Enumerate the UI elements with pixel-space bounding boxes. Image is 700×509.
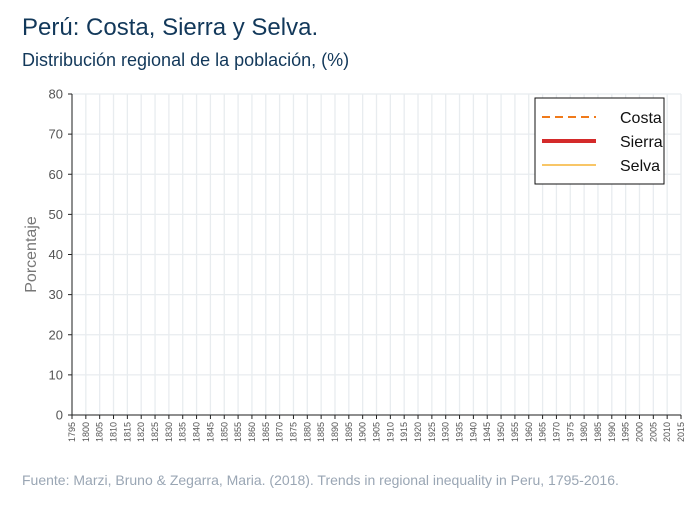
x-tick-label: 1895 xyxy=(344,422,354,442)
x-tick-label: 1970 xyxy=(551,422,561,442)
x-tick-label: 2015 xyxy=(676,422,686,442)
x-tick-label: 1930 xyxy=(441,422,451,442)
x-tick-label: 1950 xyxy=(496,422,506,442)
x-tick-label: 1820 xyxy=(136,422,146,442)
x-tick-label: 1975 xyxy=(565,422,575,442)
x-tick-label: 1795 xyxy=(67,422,77,442)
x-tick-label: 1850 xyxy=(219,422,229,442)
x-tick-label: 1800 xyxy=(81,422,91,442)
x-tick-label: 1860 xyxy=(247,422,257,442)
y-tick-label: 30 xyxy=(49,287,63,302)
x-tick-label: 1945 xyxy=(482,422,492,442)
x-tick-label: 1965 xyxy=(538,422,548,442)
x-tick-label: 1905 xyxy=(372,422,382,442)
x-tick-label: 1990 xyxy=(607,422,617,442)
x-tick-label: 2005 xyxy=(648,422,658,442)
y-tick-label: 40 xyxy=(49,247,63,262)
y-tick-label: 80 xyxy=(49,87,63,102)
chart-title: Perú: Costa, Sierra y Selva. xyxy=(22,14,319,41)
x-tick-label: 1995 xyxy=(621,422,631,442)
source-note: Fuente: Marzi, Bruno & Zegarra, Maria. (… xyxy=(22,472,619,488)
x-tick-label: 1890 xyxy=(330,422,340,442)
x-tick-label: 1915 xyxy=(399,422,409,442)
x-tick-label: 1980 xyxy=(579,422,589,442)
y-tick-label: 70 xyxy=(49,127,63,142)
x-tick-label: 1825 xyxy=(150,422,160,442)
chart-subtitle: Distribución regional de la población, (… xyxy=(22,50,350,70)
x-tick-label: 2010 xyxy=(662,422,672,442)
x-tick-label: 1955 xyxy=(510,422,520,442)
y-tick-label: 60 xyxy=(49,167,63,182)
x-tick-label: 1940 xyxy=(468,422,478,442)
x-tick-label: 1845 xyxy=(205,422,215,442)
x-tick-label: 1870 xyxy=(275,422,285,442)
x-tick-label: 2000 xyxy=(634,422,644,442)
x-tick-label: 1855 xyxy=(233,422,243,442)
legend-label-costa: Costa xyxy=(620,110,662,127)
x-tick-label: 1835 xyxy=(178,422,188,442)
x-tick-label: 1910 xyxy=(385,422,395,442)
y-tick-label: 50 xyxy=(49,207,63,222)
x-tick-label: 1985 xyxy=(593,422,603,442)
x-tick-label: 1920 xyxy=(413,422,423,442)
x-tick-label: 1840 xyxy=(192,422,202,442)
legend-label-selva: Selva xyxy=(620,158,660,175)
y-tick-label: 0 xyxy=(56,408,63,423)
x-tick-label: 1925 xyxy=(427,422,437,442)
y-axis-label: Porcentaje xyxy=(23,216,40,293)
x-tick-label: 1960 xyxy=(524,422,534,442)
y-tick-label: 10 xyxy=(49,367,63,382)
x-tick-label: 1900 xyxy=(358,422,368,442)
x-tick-label: 1935 xyxy=(455,422,465,442)
x-tick-label: 1805 xyxy=(95,422,105,442)
x-tick-label: 1875 xyxy=(288,422,298,442)
x-tick-label: 1880 xyxy=(302,422,312,442)
x-tick-label: 1810 xyxy=(109,422,119,442)
y-tick-label: 20 xyxy=(49,327,63,342)
x-tick-label: 1815 xyxy=(122,422,132,442)
x-tick-label: 1830 xyxy=(164,422,174,442)
legend-label-sierra: Sierra xyxy=(620,134,663,151)
x-tick-label: 1865 xyxy=(261,422,271,442)
x-tick-label: 1885 xyxy=(316,422,326,442)
